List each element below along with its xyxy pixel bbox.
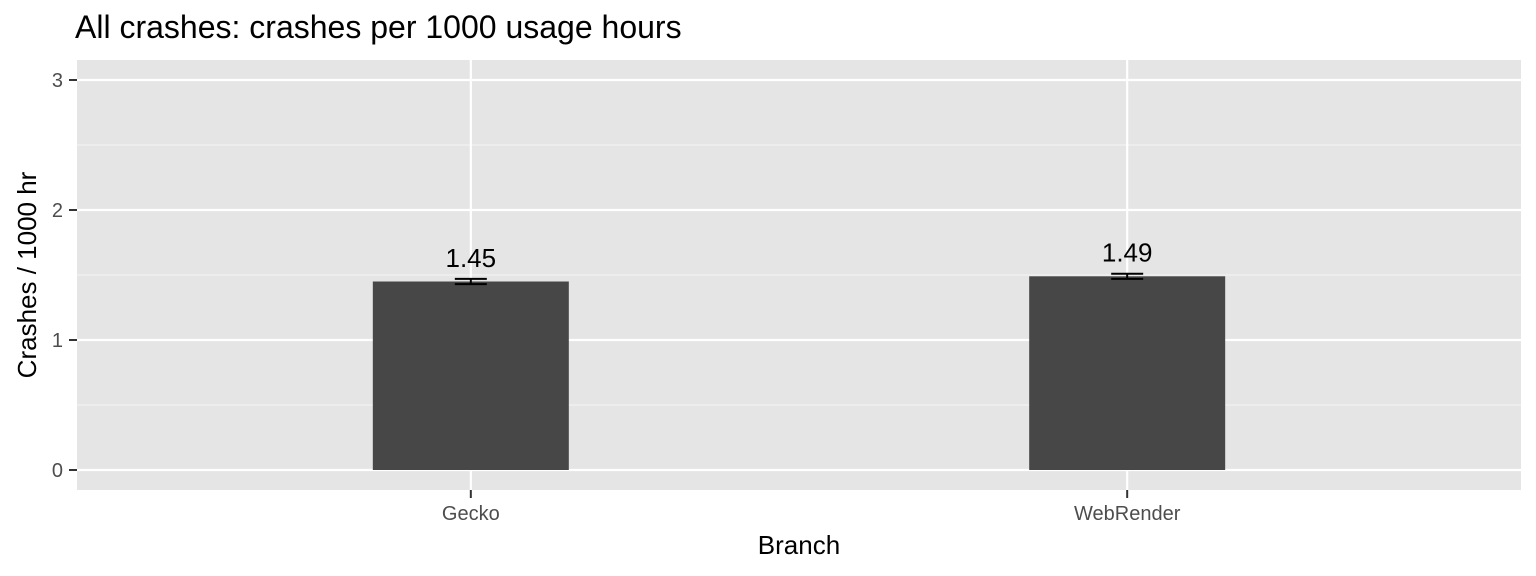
data-label: 1.49 [1102,238,1153,268]
chart-title: All crashes: crashes per 1000 usage hour… [75,9,682,45]
x-axis: Gecko WebRender [442,490,1181,525]
x-axis-title: Branch [758,530,840,560]
y-tick-label: 0 [52,460,63,482]
bar-webrender [1029,276,1226,470]
error-bars [454,272,1144,286]
x-tick-label: Gecko [442,503,500,525]
bar-gecko [372,281,569,470]
y-axis-title: Crashes / 1000 hr [12,171,42,378]
data-label: 1.45 [446,243,497,273]
x-tick-label: WebRender [1074,503,1181,525]
minor-gridlines [77,144,1521,406]
y-tick-label: 2 [52,200,63,222]
bars [372,276,1226,470]
y-tick-label: 3 [52,70,63,92]
y-axis: 0 1 2 3 [52,70,77,482]
data-labels: 1.45 1.49 [446,238,1153,273]
major-gridlines [77,60,1521,490]
y-tick-label: 1 [52,330,63,352]
